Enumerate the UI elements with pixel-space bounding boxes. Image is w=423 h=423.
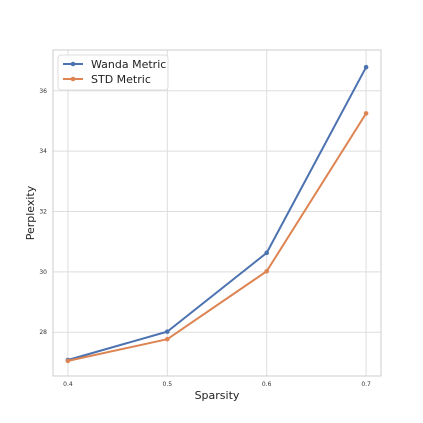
legend-item: Wanda Metric: [63, 58, 166, 71]
data-point: [65, 358, 71, 364]
data-series: [65, 64, 369, 364]
data-point: [264, 250, 269, 256]
x-tick-label: 0.7: [361, 381, 371, 388]
data-point: [264, 268, 269, 274]
x-tick-labels: 0.4 0.5 0.6 0.7: [63, 381, 371, 388]
y-tick-label: 28: [39, 329, 47, 336]
x-tick-label: 0.6: [262, 381, 272, 388]
legend: Wanda Metric STD Metric: [57, 54, 169, 91]
series-line: [67, 66, 367, 361]
x-axis-label: Sparsity: [195, 389, 240, 402]
legend-marker: [70, 61, 76, 67]
data-point: [165, 336, 170, 342]
grid-lines: [53, 50, 381, 376]
y-tick-label: 36: [39, 88, 47, 95]
series-2: [65, 111, 369, 364]
plot-frame: [52, 49, 382, 377]
legend-label: Wanda Metric: [91, 58, 166, 71]
legend-item: STD Metric: [63, 73, 151, 86]
series-line: [67, 112, 367, 362]
legend-marker: [70, 76, 76, 82]
data-point: [165, 329, 170, 334]
plot-area: [53, 50, 381, 376]
y-tick-labels: 28 30 32 34 36: [39, 88, 47, 336]
y-tick-label: 32: [39, 208, 47, 215]
y-tick-label: 34: [39, 148, 47, 155]
data-point: [363, 64, 369, 70]
y-tick-label: 30: [39, 269, 47, 276]
x-tick-label: 0.5: [163, 381, 173, 388]
y-axis-label: Perplexity: [24, 185, 37, 240]
x-tick-label: 0.4: [63, 381, 73, 388]
legend-label: STD Metric: [91, 73, 151, 86]
data-point: [363, 111, 369, 116]
legend-box: [57, 54, 169, 91]
